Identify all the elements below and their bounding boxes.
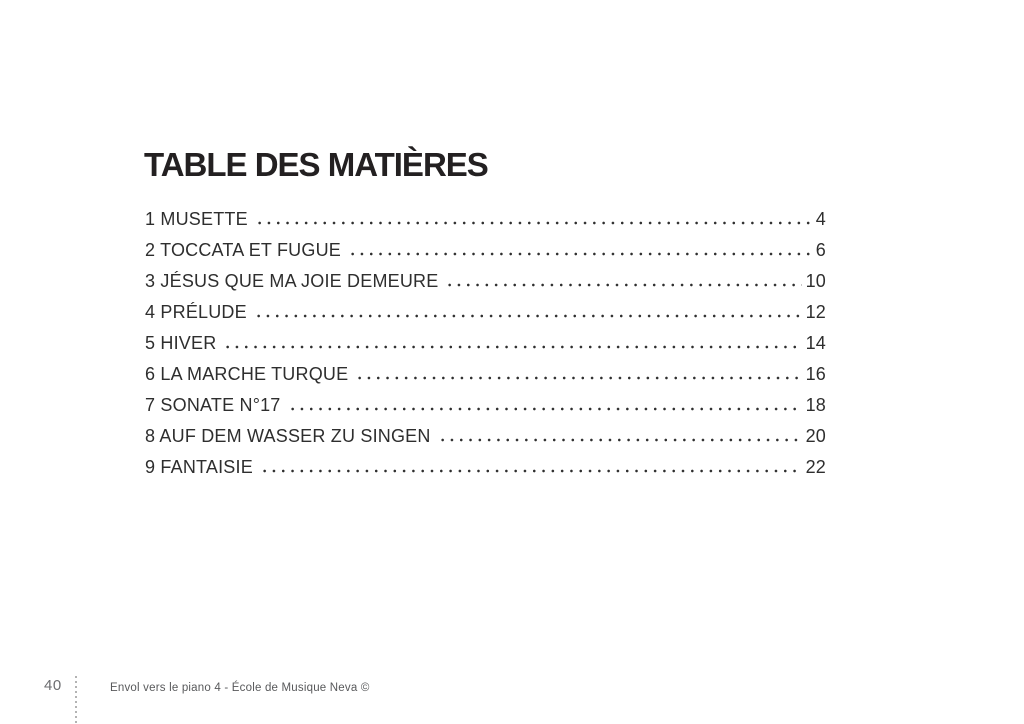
toc-row: 4 PRÉLUDE 12	[145, 297, 826, 328]
toc-row: 2 TOCCATA ET FUGUE 6	[145, 235, 826, 266]
footer-dotted-divider	[75, 676, 77, 724]
dot-leader	[223, 337, 802, 349]
toc-entry-page-number: 14	[805, 333, 826, 353]
footer-credit: Envol vers le piano 4 - École de Musique…	[110, 682, 370, 694]
toc-entry-page-number: 6	[815, 240, 826, 260]
page-title: TABLE DES MATIÈRES	[144, 146, 489, 183]
toc-entry-title: 8 AUF DEM WASSER ZU SINGEN	[145, 426, 431, 446]
toc-entry-title: 4 PRÉLUDE	[145, 302, 247, 322]
toc-row: 9 FANTAISIE 22	[145, 452, 826, 483]
toc-entry-page-number: 22	[805, 457, 826, 477]
toc-row: 8 AUF DEM WASSER ZU SINGEN 20	[145, 421, 826, 452]
toc-entry-page-number: 18	[805, 395, 826, 415]
dot-leader	[259, 461, 802, 473]
dot-leader	[437, 430, 802, 442]
toc-entry-page-number: 12	[805, 302, 826, 322]
page-number: 40	[44, 677, 62, 694]
dot-leader	[445, 275, 802, 287]
toc-entry-title: 9 FANTAISIE	[145, 457, 253, 477]
toc-entry-title: 5 HIVER	[145, 333, 217, 353]
dot-leader	[347, 244, 812, 256]
toc-entry-title: 1 MUSETTE	[145, 209, 248, 229]
dot-leader	[355, 368, 802, 380]
toc-list: 1 MUSETTE 4 2 TOCCATA ET FUGUE 6 3 JÉSUS…	[145, 204, 826, 483]
dot-leader	[254, 213, 812, 225]
dot-leader	[287, 399, 802, 411]
toc-entry-page-number: 16	[805, 364, 826, 384]
toc-entry-page-number: 20	[805, 426, 826, 446]
toc-entry-title: 7 SONATE N°17	[145, 395, 281, 415]
toc-entry-title: 6 LA MARCHE TURQUE	[145, 364, 349, 384]
toc-row: 7 SONATE N°17 18	[145, 390, 826, 421]
dot-leader	[253, 306, 802, 318]
toc-entry-page-number: 10	[805, 271, 826, 291]
toc-row: 1 MUSETTE 4	[145, 204, 826, 235]
toc-entry-page-number: 4	[815, 209, 826, 229]
toc-row: 5 HIVER 14	[145, 328, 826, 359]
toc-entry-title: 3 JÉSUS QUE MA JOIE DEMEURE	[145, 271, 439, 291]
toc-row: 6 LA MARCHE TURQUE 16	[145, 359, 826, 390]
toc-entry-title: 2 TOCCATA ET FUGUE	[145, 240, 341, 260]
toc-row: 3 JÉSUS QUE MA JOIE DEMEURE 10	[145, 266, 826, 297]
